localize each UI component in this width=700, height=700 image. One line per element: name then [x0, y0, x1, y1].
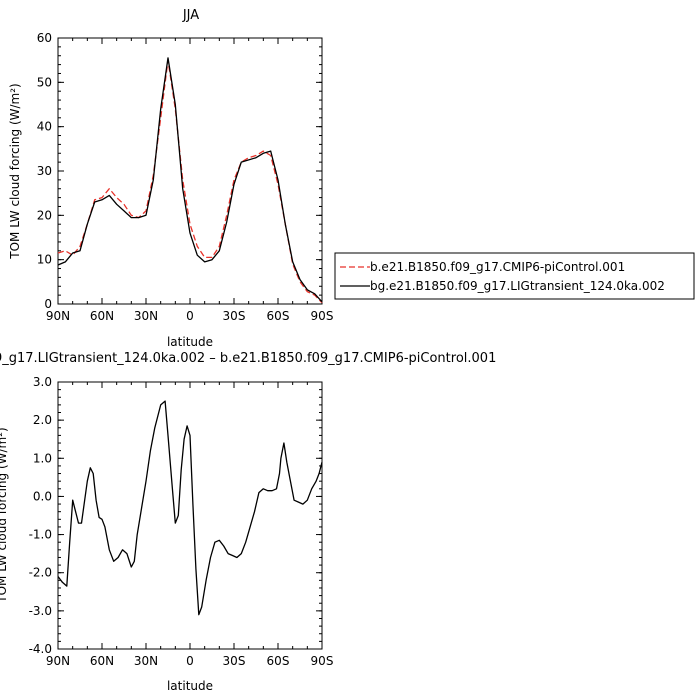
bottom-chart-series — [57, 400, 323, 616]
legend-label-ligtransient: bg.e21.B1850.f09_g17.LIGtransient_124.0k… — [370, 279, 665, 293]
top-chart-y-tick-label: 60 — [37, 31, 52, 45]
bottom-chart-x-tick-label: 60S — [267, 654, 290, 668]
bottom-chart-x-tick-label: 30N — [134, 654, 158, 668]
bottom-chart-ticks: 90N 60N 30N 0 30S 60S 90S -4.0 -3.0 -2.0 -1.0 0.0 1.… — [29, 375, 334, 668]
top-chart-y-tick-label: 30 — [37, 164, 52, 178]
top-chart-x-tick-label: 60N — [90, 309, 114, 323]
top-chart-x-tick-label: 30N — [134, 309, 158, 323]
bottom-chart-x-tick-label: 30S — [223, 654, 246, 668]
bottom-chart-y-tick-label: 1.0 — [33, 451, 52, 465]
top-chart-frame — [57, 37, 323, 305]
top-chart-series-line-0 — [57, 59, 323, 304]
top-chart-title: JJA — [182, 8, 199, 23]
top-chart-y-tick-label: 50 — [37, 75, 52, 89]
bottom-chart: bg.e21.B1850.f09_g17.LIGtransient_124.0k… — [0, 351, 496, 693]
bottom-chart-y-tick-label: 0.0 — [33, 489, 52, 503]
top-chart-y-tick-label: 10 — [37, 253, 52, 267]
top-chart-series-line-1 — [57, 57, 323, 303]
bottom-chart-y-tick-label: -4.0 — [29, 642, 52, 656]
bottom-chart-x-tick-label: 0 — [186, 654, 194, 668]
bottom-chart-x-tick-label: 60N — [90, 654, 114, 668]
top-chart-x-tick-label: 0 — [186, 309, 194, 323]
bottom-chart-y-tick-label: 2.0 — [33, 413, 52, 427]
bottom-chart-y-tick-label: -2.0 — [29, 566, 52, 580]
legend-label-picontrol: b.e21.B1850.f09_g17.CMIP6-piControl.001 — [370, 260, 625, 274]
top-chart-x-tick-label: 90S — [311, 309, 334, 323]
bottom-chart-y-tick-label: -1.0 — [29, 528, 52, 542]
bottom-chart-x-tick-label: 90N — [46, 654, 70, 668]
bottom-chart-frame — [57, 381, 323, 650]
top-chart-y-tick-label: 40 — [37, 120, 52, 134]
bottom-chart-y-tick-label: 3.0 — [33, 375, 52, 389]
top-chart-x-tick-label: 90N — [46, 309, 70, 323]
top-chart-y-axis-label: TOM LW cloud forcing (W/m²) — [8, 83, 22, 260]
bottom-chart-y-tick-label: -3.0 — [29, 604, 52, 618]
bottom-chart-series-line-0 — [57, 400, 323, 616]
bottom-chart-x-tick-label: 90S — [311, 654, 334, 668]
bottom-chart-y-axis-label: TOM LW cloud forcing (W/m²) — [0, 427, 9, 604]
top-chart-x-tick-label: 60S — [267, 309, 290, 323]
top-chart-y-tick-label: 0 — [44, 297, 52, 311]
bottom-chart-x-axis-label: latitude — [167, 679, 213, 693]
bottom-chart-title: bg.e21.B1850.f09_g17.LIGtransient_124.0k… — [0, 351, 496, 366]
legend: b.e21.B1850.f09_g17.CMIP6-piControl.001 … — [334, 252, 695, 300]
top-chart-x-axis-label: latitude — [167, 335, 213, 349]
top-chart-ticks: 90N 60N 30N 0 30S 60S 90S 0 10 20 30 40 50 60 — [37, 31, 334, 323]
top-chart-x-tick-label: 30S — [223, 309, 246, 323]
top-chart: JJA 90N 60N 30N 0 30S 60S 90S 0 10 20 30 40 50 60 lat… — [8, 8, 333, 349]
top-chart-y-tick-label: 20 — [37, 208, 52, 222]
top-chart-series — [57, 57, 323, 304]
legend-box — [334, 252, 695, 300]
